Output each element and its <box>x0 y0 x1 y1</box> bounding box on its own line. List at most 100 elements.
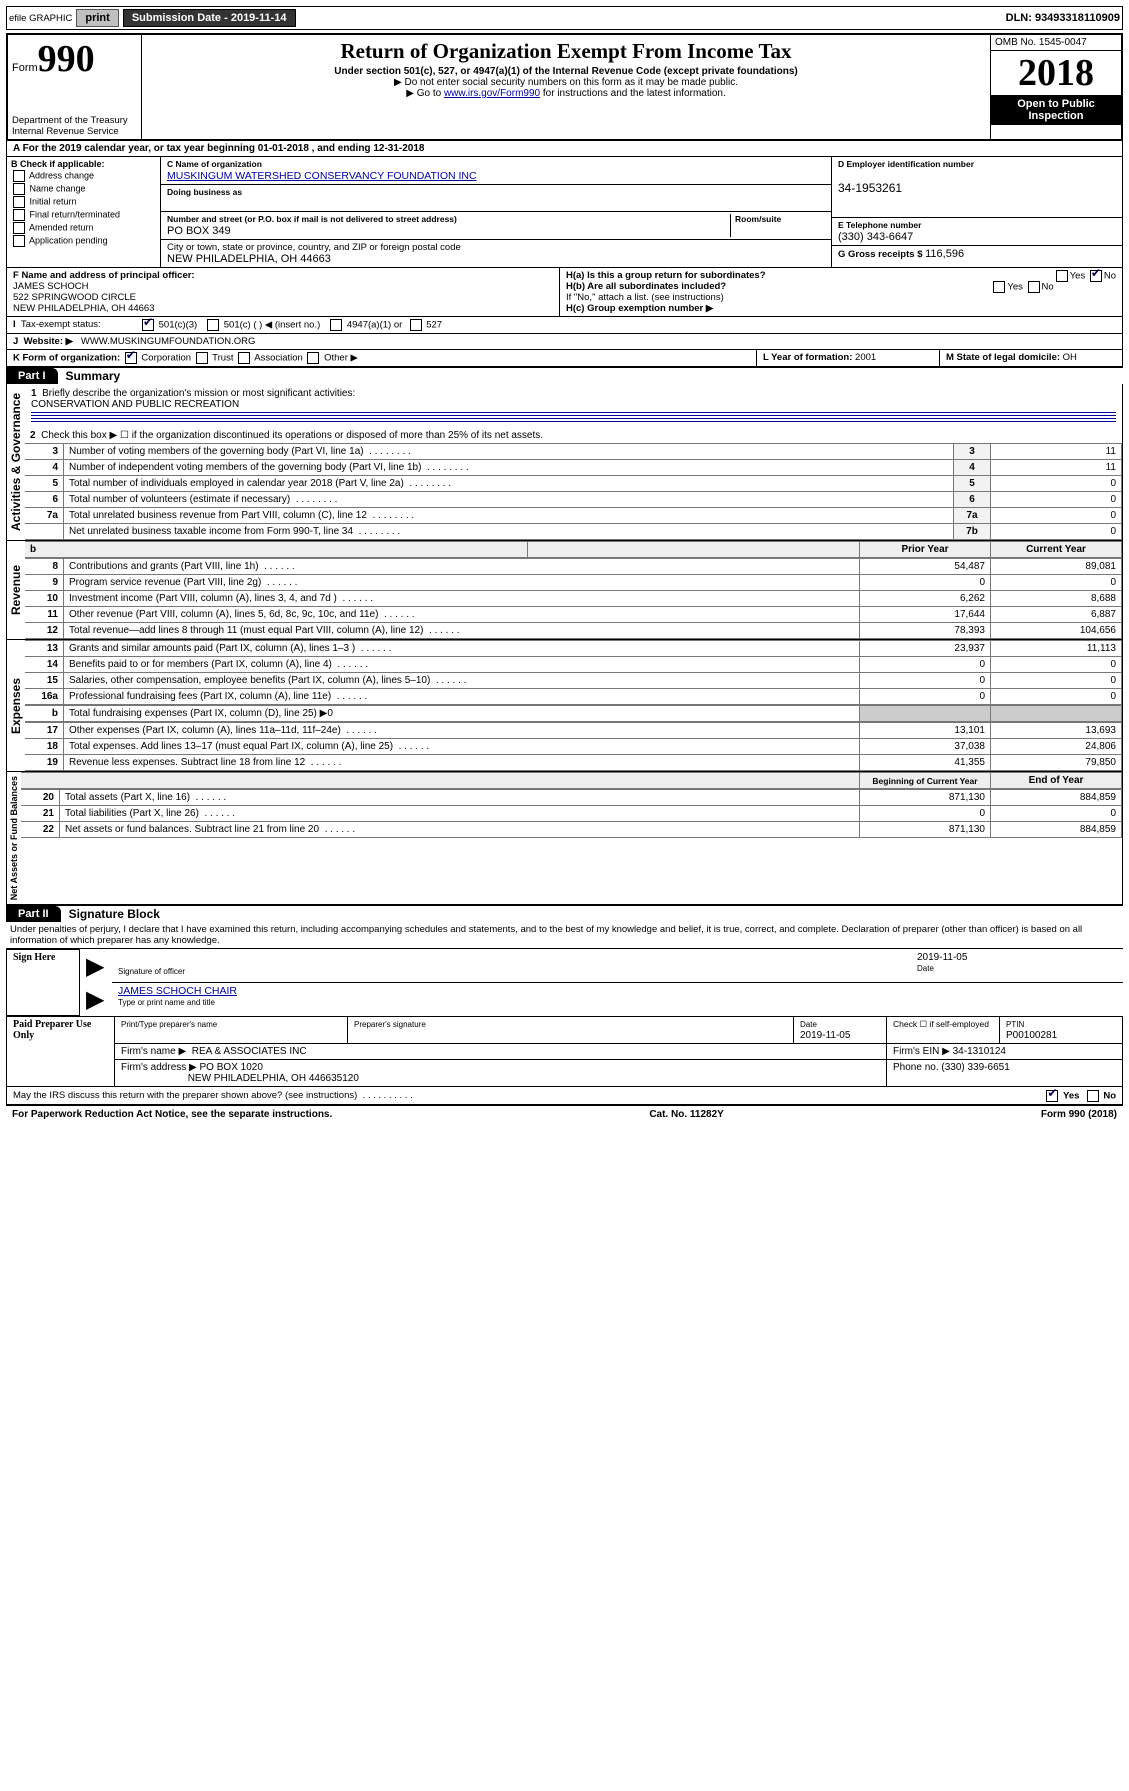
firm-name-label: Firm's name ▶ <box>121 1046 186 1057</box>
chk-amended[interactable]: Amended return <box>29 222 94 232</box>
form-header: Form990 Department of the Treasury Inter… <box>6 33 1123 141</box>
street-address: PO BOX 349 <box>167 225 231 237</box>
self-employed-check[interactable]: Check ☐ if self-employed <box>887 1017 1000 1044</box>
firm-addr2: NEW PHILADELPHIA, OH 446635120 <box>188 1073 359 1084</box>
line-16b: Total fundraising expenses (Part IX, col… <box>64 706 860 722</box>
ptin-label: PTIN <box>1006 1020 1024 1029</box>
vert-revenue: Revenue <box>7 541 25 639</box>
officer-addr1: 522 SPRINGWOOD CIRCLE <box>13 292 136 303</box>
year-formation-label: L Year of formation: <box>763 352 852 363</box>
chk-527[interactable] <box>410 319 422 331</box>
org-name-label: C Name of organization <box>167 159 262 169</box>
chk-corporation[interactable] <box>125 352 137 364</box>
line-a: A For the 2019 calendar year, or tax yea… <box>6 141 1123 157</box>
hdr-prior-year: Prior Year <box>860 542 991 558</box>
net-assets-section: Net Assets or Fund Balances Beginning of… <box>6 772 1123 906</box>
signature-label: Signature of officer <box>118 967 185 976</box>
goto-pre: ▶ Go to <box>406 88 444 99</box>
p1-line2: Check this box ▶ ☐ if the organization d… <box>41 430 543 441</box>
irs-link[interactable]: www.irs.gov/Form990 <box>444 88 540 99</box>
vert-expenses: Expenses <box>7 640 25 771</box>
revenue-section: Revenue b Prior Year Current Year 8 Cont… <box>6 541 1123 640</box>
chk-address-change[interactable]: Address change <box>29 170 94 180</box>
part1-tab: Part I <box>6 368 58 384</box>
chk-association[interactable] <box>238 352 250 364</box>
officer-name: JAMES SCHOCH <box>13 281 88 292</box>
firm-phone-label: Phone no. <box>893 1062 939 1073</box>
officer-signature-name[interactable]: JAMES SCHOCH CHAIR <box>118 985 237 997</box>
sign-here-label: Sign Here <box>7 950 80 1016</box>
org-name-link[interactable]: MUSKINGUM WATERSHED CONSERVANCY FOUNDATI… <box>167 170 477 182</box>
chk-other[interactable] <box>307 352 319 364</box>
sign-date: 2019-11-05 <box>917 952 967 963</box>
part1-header: Part I Summary <box>6 368 1123 384</box>
preparer-date-label: Date <box>800 1020 817 1029</box>
chk-name-change[interactable]: Name change <box>30 183 86 193</box>
ha-label: H(a) Is this a group return for subordin… <box>566 270 766 281</box>
chk-4947[interactable] <box>330 319 342 331</box>
hb-instruction: If "No," attach a list. (see instruction… <box>566 292 1116 303</box>
form-prefix: Form <box>12 62 38 74</box>
hb-label: H(b) Are all subordinates included? <box>566 281 726 292</box>
year-formation-value: 2001 <box>855 352 876 363</box>
part2-tab: Part II <box>6 906 61 922</box>
discuss-no[interactable] <box>1087 1090 1099 1102</box>
chk-app-pending[interactable]: Application pending <box>29 235 108 245</box>
domicile-value: OH <box>1063 352 1077 363</box>
dln-label: DLN: 93493318110909 <box>1006 12 1120 24</box>
line-a-text: A For the 2019 calendar year, or tax yea… <box>13 143 424 154</box>
dba-label: Doing business as <box>167 187 242 197</box>
officer-group-row: F Name and address of principal officer:… <box>6 268 1123 317</box>
perjury-statement: Under penalties of perjury, I declare th… <box>6 922 1123 949</box>
officer-label: F Name and address of principal officer: <box>13 270 195 281</box>
open-inspection-badge: Open to Public Inspection <box>991 95 1121 125</box>
gross-receipts-value: 116,596 <box>925 248 964 260</box>
omb-number: OMB No. 1545-0047 <box>991 35 1121 51</box>
line-k-label: K Form of organization: <box>13 353 120 364</box>
firm-addr-label: Firm's address ▶ <box>121 1062 197 1073</box>
city-state-zip: NEW PHILADELPHIA, OH 44663 <box>167 253 331 265</box>
chk-501c3[interactable] <box>142 319 154 331</box>
form-title: Return of Organization Exempt From Incom… <box>152 39 980 64</box>
gross-receipts-label: G Gross receipts $ <box>838 249 922 260</box>
ein-label: D Employer identification number <box>838 159 974 169</box>
city-label: City or town, state or province, country… <box>167 242 461 253</box>
domicile-label: M State of legal domicile: <box>946 352 1060 363</box>
paid-preparer-label: Paid Preparer Use Only <box>7 1017 115 1087</box>
firm-ein-label: Firm's EIN ▶ <box>893 1046 950 1057</box>
hdr-current-year: Current Year <box>991 542 1122 558</box>
dept-line1: Department of the Treasury <box>12 115 137 126</box>
preparer-name-label: Print/Type preparer's name <box>121 1020 217 1029</box>
tax-year: 2018 <box>991 51 1121 95</box>
firm-name: REA & ASSOCIATES INC <box>192 1046 307 1057</box>
sign-date-label: Date <box>917 964 934 973</box>
firm-addr1: PO BOX 1020 <box>200 1062 263 1073</box>
addr-label: Number and street (or P.O. box if mail i… <box>167 214 457 224</box>
top-toolbar: efile GRAPHIC print Submission Date - 20… <box>6 6 1123 30</box>
footer-right: Form 990 (2018) <box>1041 1109 1117 1120</box>
chk-final-return[interactable]: Final return/terminated <box>30 209 121 219</box>
vert-net-assets: Net Assets or Fund Balances <box>7 772 21 904</box>
hc-label: H(c) Group exemption number ▶ <box>566 303 713 314</box>
chk-trust[interactable] <box>196 352 208 364</box>
part1-title: Summary <box>58 369 121 383</box>
tax-exempt-label: Tax-exempt status: <box>21 319 101 330</box>
efile-label: efile GRAPHIC <box>9 13 72 24</box>
print-button[interactable]: print <box>76 9 118 27</box>
discuss-yes[interactable] <box>1046 1090 1058 1102</box>
chk-initial-return[interactable]: Initial return <box>30 196 77 206</box>
officer-type-label: Type or print name and title <box>118 998 215 1007</box>
officer-addr2: NEW PHILADELPHIA, OH 44663 <box>13 303 155 314</box>
hdr-end-year: End of Year <box>991 773 1122 789</box>
firm-phone: (330) 339-6651 <box>941 1062 1009 1073</box>
phone-value: (330) 343-6647 <box>838 231 913 243</box>
ein-value: 34-1953261 <box>838 181 902 195</box>
part2-title: Signature Block <box>61 907 160 921</box>
goto-post: for instructions and the latest informat… <box>540 88 726 99</box>
hdr-begin-year: Beginning of Current Year <box>860 773 991 789</box>
firm-ein: 34-1310124 <box>953 1046 1006 1057</box>
p1-line1: Briefly describe the organization's miss… <box>42 388 355 399</box>
form-subtitle: Under section 501(c), 527, or 4947(a)(1)… <box>152 66 980 77</box>
submission-date-button[interactable]: Submission Date - 2019-11-14 <box>123 9 296 27</box>
chk-501c[interactable] <box>207 319 219 331</box>
